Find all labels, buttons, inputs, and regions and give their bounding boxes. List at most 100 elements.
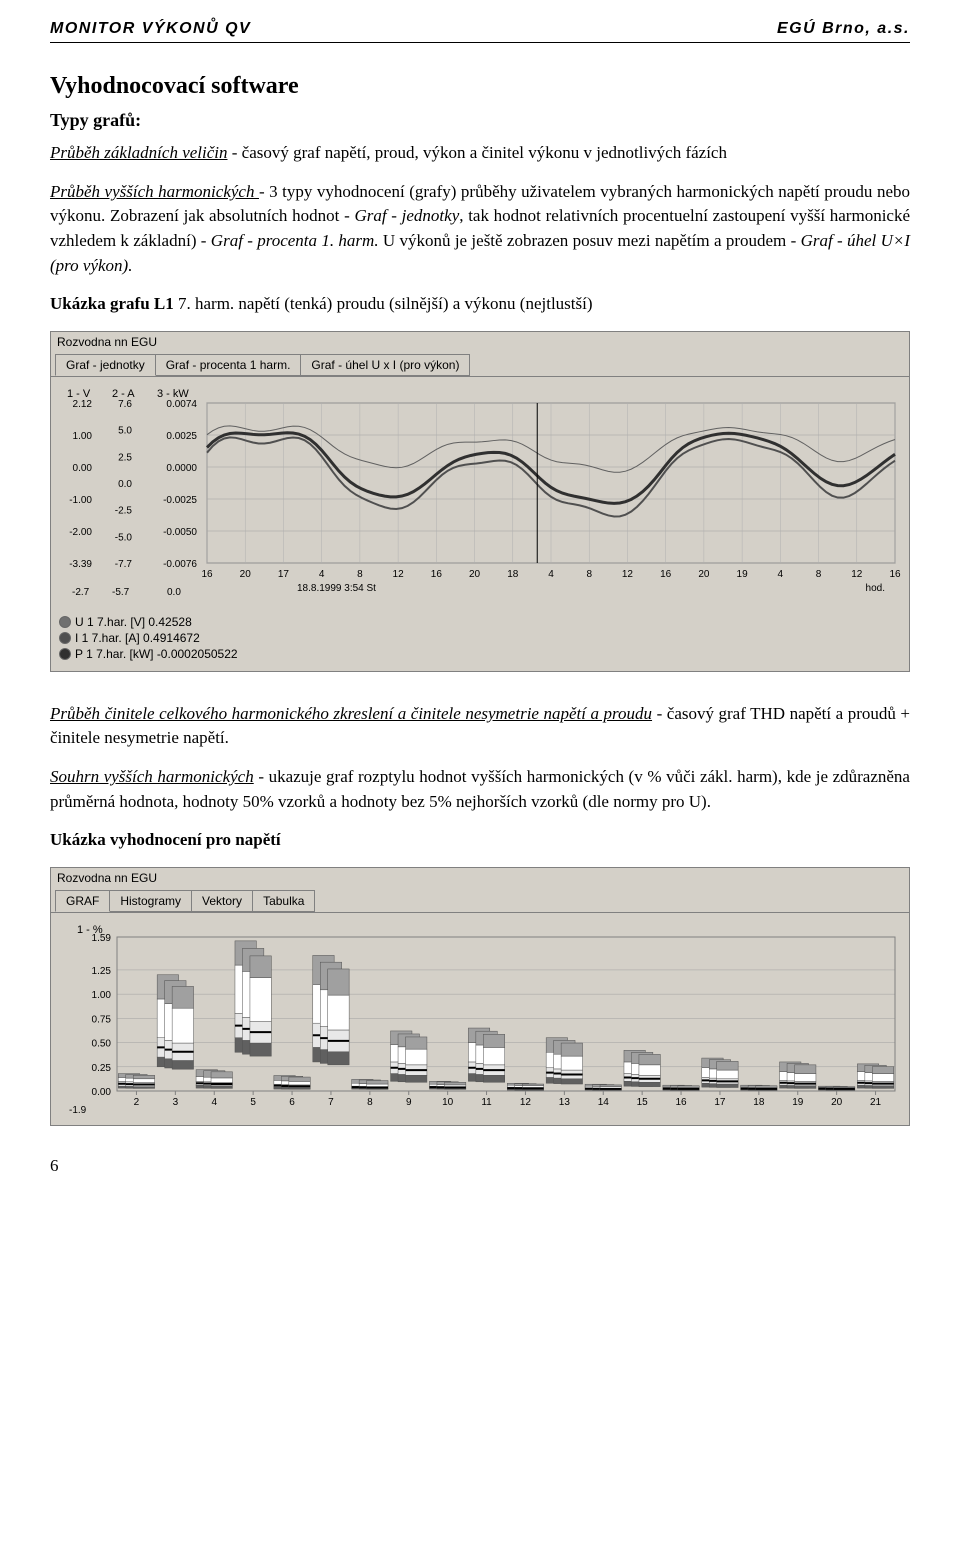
svg-text:-7.7: -7.7 [115, 559, 133, 570]
svg-text:11: 11 [481, 1097, 492, 1108]
svg-text:1.00: 1.00 [73, 431, 93, 442]
svg-text:-5.0: -5.0 [115, 532, 133, 543]
svg-text:8: 8 [367, 1097, 373, 1108]
svg-text:-2.7: -2.7 [72, 587, 90, 598]
svg-text:16: 16 [660, 569, 672, 580]
page-header: MONITOR VÝKONŮ QV EGÚ Brno, a.s. [50, 20, 910, 43]
para-2-term: Průběh vyšších harmonických [50, 182, 259, 201]
svg-text:12: 12 [520, 1097, 532, 1108]
svg-text:18: 18 [507, 569, 519, 580]
svg-text:-2.00: -2.00 [69, 527, 92, 538]
header-right: EGÚ Brno, a.s. [777, 20, 910, 38]
chart2-widget: Rozvodna nn EGU GRAFHistogramyVektoryTab… [50, 867, 910, 1126]
tab-vektory[interactable]: Vektory [191, 890, 253, 912]
svg-text:-1.00: -1.00 [69, 495, 92, 506]
svg-text:0.0000: 0.0000 [166, 463, 197, 474]
para-4-term: Průběh činitele celkového harmonického z… [50, 704, 652, 723]
subsection-title: Typy grafů: [50, 110, 910, 131]
section-title: Vyhodnocovací software [50, 73, 910, 100]
legend-label: U 1 7.har. [V] 0.42528 [75, 615, 192, 629]
svg-text:0.50: 0.50 [92, 1039, 112, 1050]
svg-text:-3.39: -3.39 [69, 559, 92, 570]
svg-text:2.5: 2.5 [118, 452, 132, 463]
svg-text:1.25: 1.25 [92, 966, 112, 977]
para-2-mid3: U výkonů je ještě zobrazen posuv mezi na… [379, 231, 801, 250]
svg-text:0.25: 0.25 [92, 1063, 112, 1074]
svg-text:-0.0025: -0.0025 [163, 495, 197, 506]
svg-text:4: 4 [778, 569, 784, 580]
legend-label: I 1 7.har. [A] 0.4914672 [75, 631, 200, 645]
svg-text:0.75: 0.75 [92, 1014, 112, 1025]
svg-text:17: 17 [714, 1097, 726, 1108]
svg-text:-1.9: -1.9 [69, 1105, 87, 1116]
para-1-rest: - časový graf napětí, proud, výkon a čin… [228, 143, 727, 162]
svg-text:5.0: 5.0 [118, 426, 132, 437]
svg-text:4: 4 [319, 569, 325, 580]
svg-text:0.0074: 0.0074 [166, 399, 197, 410]
legend-item: U 1 7.har. [V] 0.42528 [59, 615, 901, 629]
chart2-area: 1 - %1.591.251.000.750.500.250.00-1.9234… [51, 912, 909, 1125]
para-4: Průběh činitele celkového harmonického z… [50, 702, 910, 751]
svg-text:9: 9 [406, 1097, 412, 1108]
tab-graf-jednotky[interactable]: Graf - jednotky [55, 354, 156, 376]
legend-dot [59, 616, 71, 628]
svg-text:12: 12 [851, 569, 863, 580]
tab-graf[interactable]: GRAF [55, 890, 110, 912]
svg-text:-0.0076: -0.0076 [163, 559, 197, 570]
tab-histogramy[interactable]: Histogramy [109, 890, 192, 912]
svg-text:3: 3 [173, 1097, 179, 1108]
svg-text:0.0: 0.0 [118, 479, 132, 490]
chart1-tabs: Graf - jednotkyGraf - procenta 1 harm.Gr… [51, 352, 909, 376]
svg-text:4: 4 [548, 569, 554, 580]
svg-text:8: 8 [816, 569, 822, 580]
tab-graf-hel-u-x-i-pro-v-kon-[interactable]: Graf - úhel U x I (pro výkon) [300, 354, 470, 376]
chart1-title: Rozvodna nn EGU [51, 332, 909, 352]
svg-text:10: 10 [442, 1097, 454, 1108]
chart1-legend: U 1 7.har. [V] 0.42528 I 1 7.har. [A] 0.4… [51, 609, 909, 671]
svg-text:1.00: 1.00 [92, 990, 112, 1001]
svg-text:-0.0050: -0.0050 [163, 527, 197, 538]
tab-graf-procenta-1-harm-[interactable]: Graf - procenta 1 harm. [155, 354, 302, 376]
legend-dot [59, 632, 71, 644]
para-3: Ukázka grafu L1 7. harm. napětí (tenká) … [50, 292, 910, 317]
chart2-svg: 1 - %1.591.251.000.750.500.250.00-1.9234… [57, 919, 905, 1119]
chart1-area: 1 - V2 - A3 - kW2.121.000.00-1.00-2.00-3… [51, 376, 909, 609]
chart2-tabs: GRAFHistogramyVektoryTabulka [51, 888, 909, 912]
para-2-i2: Graf - procenta 1. harm. [211, 231, 379, 250]
svg-text:20: 20 [469, 569, 481, 580]
svg-text:17: 17 [278, 569, 290, 580]
svg-text:12: 12 [622, 569, 634, 580]
svg-text:19: 19 [792, 1097, 804, 1108]
svg-text:15: 15 [637, 1097, 649, 1108]
legend-dot [59, 648, 71, 660]
svg-text:1.59: 1.59 [92, 933, 112, 944]
svg-text:16: 16 [889, 569, 901, 580]
svg-text:13: 13 [559, 1097, 571, 1108]
svg-text:20: 20 [240, 569, 252, 580]
svg-text:2.12: 2.12 [73, 399, 93, 410]
svg-text:18.8.1999 3:54 St: 18.8.1999 3:54 St [297, 583, 376, 594]
svg-text:hod.: hod. [866, 583, 885, 594]
svg-text:16: 16 [431, 569, 443, 580]
para-1-term: Průběh základních veličin [50, 143, 228, 162]
svg-text:-2.5: -2.5 [115, 506, 133, 517]
chart2-title: Rozvodna nn EGU [51, 868, 909, 888]
svg-text:0.00: 0.00 [73, 463, 93, 474]
svg-text:8: 8 [586, 569, 592, 580]
svg-text:0.0: 0.0 [167, 587, 181, 598]
svg-text:-5.7: -5.7 [112, 587, 130, 598]
svg-text:0.0025: 0.0025 [166, 431, 197, 442]
svg-text:21: 21 [870, 1097, 882, 1108]
svg-text:20: 20 [831, 1097, 843, 1108]
legend-item: I 1 7.har. [A] 0.4914672 [59, 631, 901, 645]
svg-text:12: 12 [393, 569, 405, 580]
svg-text:19: 19 [737, 569, 749, 580]
chart1-widget: Rozvodna nn EGU Graf - jednotkyGraf - pr… [50, 331, 910, 672]
para-2-i1: Graf - jednotky [354, 206, 459, 225]
para-6-bold: Ukázka vyhodnocení pro napětí [50, 830, 281, 849]
tab-tabulka[interactable]: Tabulka [252, 890, 315, 912]
svg-text:20: 20 [698, 569, 710, 580]
svg-text:18: 18 [753, 1097, 765, 1108]
page-number: 6 [50, 1156, 910, 1176]
para-6: Ukázka vyhodnocení pro napětí [50, 828, 910, 853]
